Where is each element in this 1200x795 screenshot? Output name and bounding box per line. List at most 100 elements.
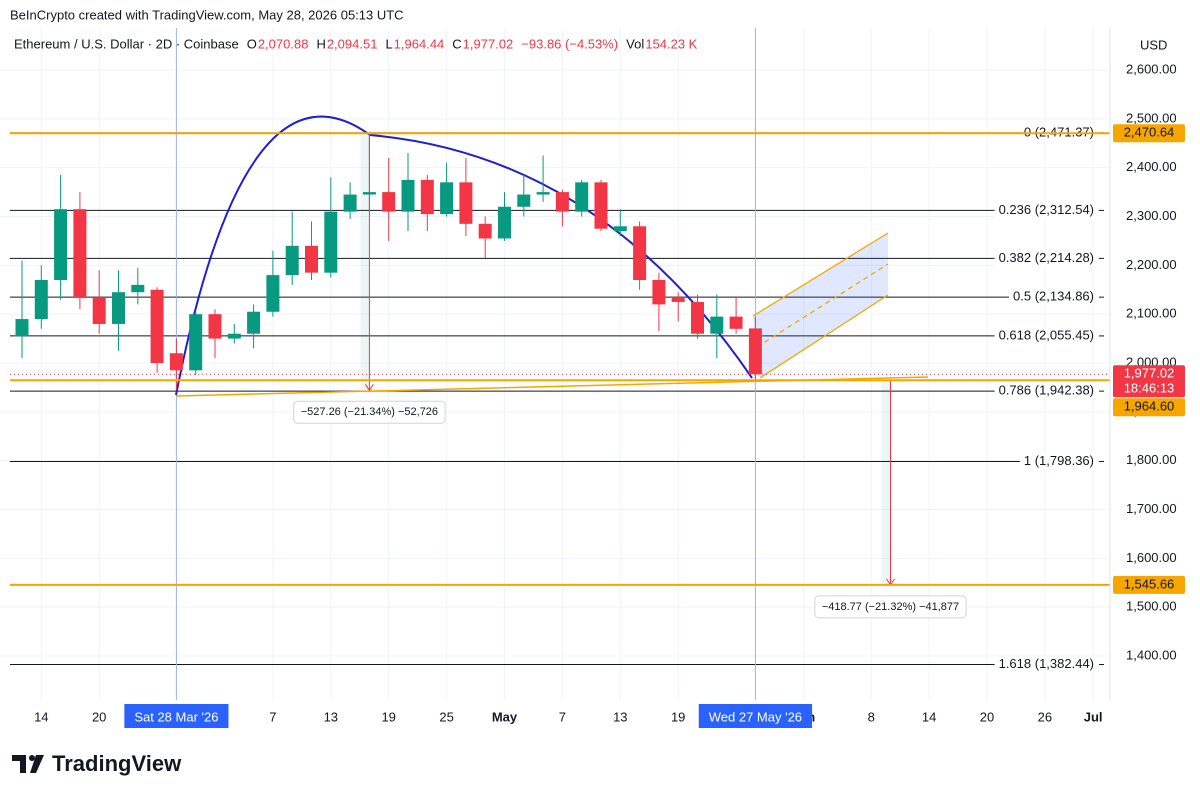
candle-body	[92, 297, 106, 324]
channel-upper	[752, 232, 889, 317]
candle-body	[420, 179, 434, 215]
crosshair-label: Wed 27 May '26	[709, 709, 802, 724]
y-tick-label: 2,300.00	[1126, 208, 1177, 223]
candle-body	[131, 284, 145, 293]
measure-box	[293, 400, 446, 424]
candle-body	[305, 245, 318, 273]
candle-body	[517, 194, 531, 207]
x-tick-label: 14	[922, 709, 936, 724]
candle-body	[498, 206, 511, 239]
legend-value: 2,094.51	[327, 36, 378, 51]
x-tick-label: 13	[324, 709, 338, 724]
fib-label: 1 (1,798.36)	[1024, 453, 1094, 468]
price-badge	[1113, 365, 1185, 398]
legend-value: 1,964.44	[394, 36, 445, 51]
y-tick-label: 1,600.00	[1126, 550, 1177, 565]
fib-label: 0 (2,471.37)	[1024, 124, 1094, 139]
legend-key: C	[452, 36, 461, 51]
candle-body	[150, 289, 164, 363]
y-tick-label: 1,500.00	[1126, 599, 1177, 614]
candle-body	[112, 292, 125, 324]
candle-body	[710, 316, 724, 334]
crosshair-badge	[124, 704, 229, 728]
price-badge-label: 1,964.60	[1124, 399, 1175, 414]
crosshair-badge	[698, 704, 813, 728]
legend-key: Vol	[626, 36, 644, 51]
measure-label: −527.26 (−21.34%) −52,726	[301, 406, 438, 418]
candle-body	[227, 333, 241, 339]
x-tick-label: 26	[1038, 709, 1052, 724]
candle-body	[401, 179, 415, 212]
candle-body	[613, 226, 627, 232]
fib-label: 0.236 (2,312.54)	[999, 202, 1094, 217]
logo: TradingView	[12, 751, 182, 776]
price-axis-label: USD	[1140, 37, 1167, 52]
price-badge-label: 1,977.02	[1124, 366, 1175, 381]
fib-label: 0.5 (2,134.86)	[1013, 289, 1094, 304]
candle-body	[459, 182, 473, 224]
x-tick-label: 14	[34, 709, 48, 724]
channel-fill	[753, 233, 888, 378]
fib-label-bg	[994, 202, 1110, 219]
candle-body	[633, 226, 647, 280]
channel-lower	[759, 294, 889, 379]
candle-body	[575, 182, 589, 212]
fib-label: 0.618 (2,055.45)	[999, 327, 1094, 342]
crosshair-label: Sat 28 Mar '26	[134, 709, 218, 724]
candle-body	[440, 182, 454, 215]
channel-mid	[756, 263, 889, 348]
legend-key: O	[247, 36, 257, 51]
price-badge	[1113, 398, 1185, 417]
logo-mark	[29, 755, 35, 761]
x-tick-label: 7	[269, 709, 276, 724]
fib-label-bg	[994, 656, 1110, 673]
price-badge-label: 1,545.66	[1124, 576, 1175, 591]
logo-text: TradingView	[52, 751, 182, 776]
x-tick-label: Jul	[1084, 709, 1103, 724]
fib-label: 0.382 (2,214.28)	[999, 250, 1094, 265]
candle-body	[652, 279, 666, 305]
candles	[15, 135, 762, 390]
arc	[175, 115, 753, 396]
logo-mark	[12, 755, 26, 773]
legend-value: 2,070.88	[258, 36, 309, 51]
measure-arrowhead	[364, 384, 374, 392]
candle-body	[594, 182, 608, 229]
legend: Ethereum / U.S. Dollar · 2D · Coinbase O 2…	[14, 36, 698, 51]
legend-key: H	[316, 36, 325, 51]
y-tick-label: 1,800.00	[1126, 452, 1177, 467]
x-tick-label: 25	[439, 709, 453, 724]
price-badge-label: 2,470.64	[1124, 125, 1175, 140]
fib-label-bg	[994, 250, 1110, 267]
candle-body	[324, 211, 338, 273]
candle-body	[169, 353, 183, 371]
measure-box	[814, 595, 967, 619]
candle-body	[34, 279, 48, 320]
candle-body	[536, 192, 550, 195]
candle-body	[382, 192, 396, 212]
y-tick-label: 2,400.00	[1126, 159, 1177, 174]
x-tick-label: 7	[559, 709, 566, 724]
fib-label-bg	[994, 383, 1110, 400]
y-tick-label: 1,400.00	[1126, 647, 1177, 662]
candle-body	[691, 301, 704, 334]
price-badge	[1113, 124, 1185, 143]
price-countdown: 18:46:13	[1124, 381, 1175, 396]
y-tick-label: 2,100.00	[1126, 306, 1177, 321]
x-tick-label: 20	[92, 709, 106, 724]
fib-label-bg	[994, 327, 1110, 344]
candle-body	[555, 192, 569, 212]
x-tick-label: 13	[613, 709, 627, 724]
candle-body	[189, 314, 203, 371]
candle-body	[73, 209, 87, 298]
y-tick-label: 1,700.00	[1126, 501, 1177, 516]
candle-body	[15, 319, 29, 337]
fib-label-bg	[1009, 289, 1110, 306]
y-tick-label: 2,200.00	[1126, 257, 1177, 272]
fib-label-bg	[1019, 453, 1110, 470]
x-tick-label: May	[492, 709, 518, 724]
legend-value: 154.23 K	[645, 36, 697, 51]
logo-mark	[30, 755, 44, 773]
